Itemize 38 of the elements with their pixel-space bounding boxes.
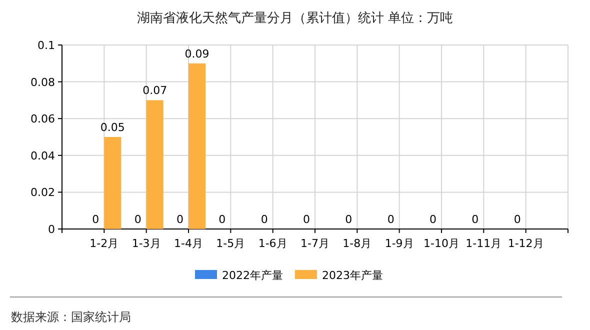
data-label: 0 bbox=[303, 213, 310, 226]
x-tick-label: 1-11月 bbox=[466, 237, 502, 250]
data-label: 0 bbox=[345, 213, 352, 226]
legend-label: 2022年产量 bbox=[222, 269, 283, 282]
data-label: 0.09 bbox=[184, 47, 210, 60]
bar bbox=[146, 100, 164, 229]
x-tick-label: 1-10月 bbox=[424, 237, 460, 250]
x-tick-label: 1-7月 bbox=[300, 237, 330, 250]
x-tick-label: 1-12月 bbox=[508, 237, 544, 250]
y-tick-label: 0.1 bbox=[38, 39, 55, 52]
y-tick-label: 0.08 bbox=[30, 76, 55, 89]
data-label: 0 bbox=[260, 213, 268, 226]
source-note: 数据来源：国家统计局 bbox=[11, 310, 131, 324]
legend-label: 2023年产量 bbox=[322, 269, 383, 282]
data-label: 0.05 bbox=[100, 121, 125, 134]
x-tick-label: 1-3月 bbox=[132, 237, 161, 250]
x-tick-label: 1-5月 bbox=[216, 237, 246, 250]
y-tick-label: 0 bbox=[48, 223, 55, 236]
chart-title: 湖南省液化天然气产量分月（累计值）统计 单位：万吨 bbox=[136, 11, 454, 26]
y-tick-label: 0.04 bbox=[30, 149, 55, 162]
x-tick-label: 1-4月 bbox=[174, 237, 203, 250]
data-label: 0 bbox=[134, 213, 142, 226]
data-label: 0 bbox=[472, 213, 479, 226]
x-tick-label: 1-2月 bbox=[90, 237, 119, 250]
data-label: 0.07 bbox=[142, 84, 168, 98]
bar bbox=[104, 137, 122, 229]
data-label: 0 bbox=[514, 213, 521, 226]
data-label: 0 bbox=[430, 213, 436, 226]
y-tick-label: 0.02 bbox=[30, 186, 55, 200]
x-tick-label: 1-6月 bbox=[258, 237, 288, 250]
bar bbox=[188, 63, 206, 229]
x-tick-label: 1-9月 bbox=[384, 237, 414, 250]
y-tick-label: 0.06 bbox=[30, 112, 55, 126]
data-label: 0 bbox=[218, 213, 226, 226]
data-label: 0 bbox=[176, 213, 184, 226]
data-label: 0 bbox=[92, 213, 100, 226]
data-label: 0 bbox=[387, 213, 394, 226]
x-tick-label: 1-8月 bbox=[342, 237, 372, 250]
